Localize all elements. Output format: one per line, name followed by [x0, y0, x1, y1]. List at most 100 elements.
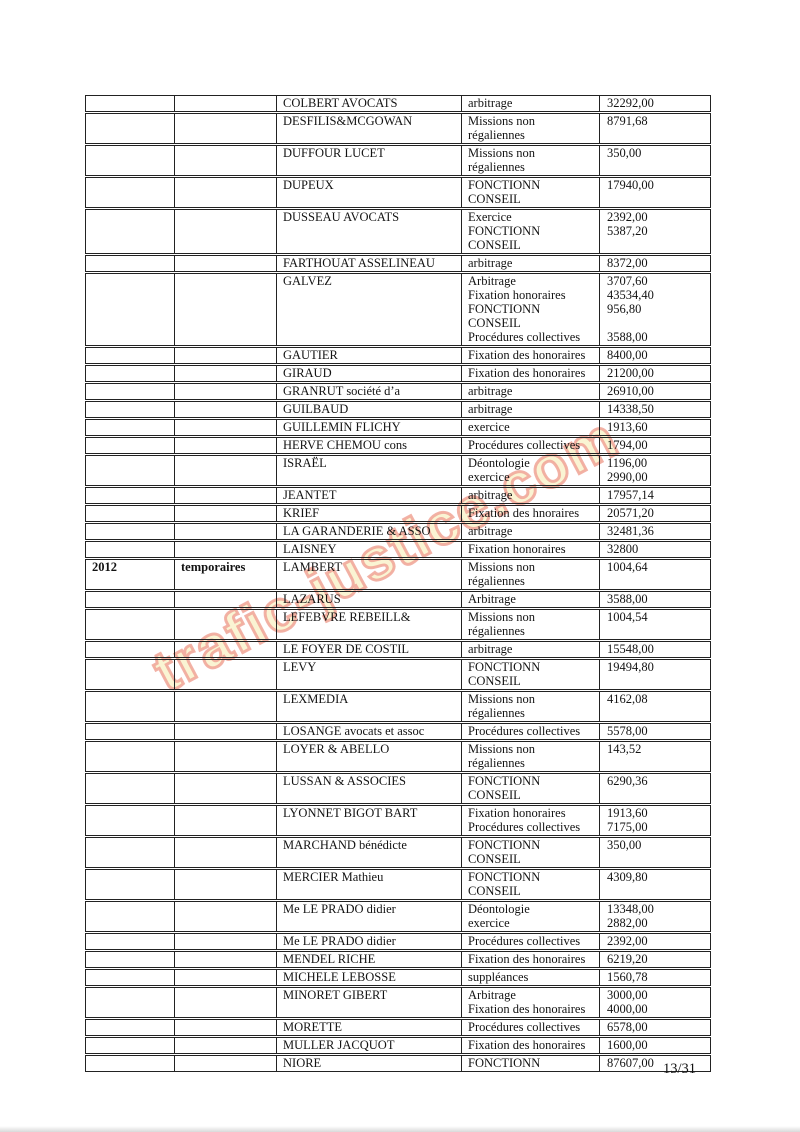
cell-category [175, 524, 277, 539]
table-row: Me LE PRADO didier Déontologie exercice … [85, 901, 711, 932]
cell-category [175, 348, 277, 363]
cell-firm-name: LYONNET BIGOT BART [277, 806, 462, 835]
table-row: LA GARANDERIE & ASSO arbitrage 32481,36 [85, 523, 711, 540]
cell-firm-name: LOSANGE avocats et assoc [277, 724, 462, 739]
cell-firm-name: LAZARUS [277, 592, 462, 607]
cell-year [86, 274, 175, 345]
cell-category [175, 934, 277, 949]
cell-year [86, 660, 175, 689]
cell-year [86, 524, 175, 539]
table-row: LOSANGE avocats et assoc Procédures coll… [85, 723, 711, 740]
cell-mission-type: exercice [462, 420, 600, 435]
cell-firm-name: MARCHAND bénédicte [277, 838, 462, 867]
cell-year [86, 642, 175, 657]
table-row: HERVE CHEMOU cons Procédures collectives… [85, 437, 711, 454]
cell-year [86, 952, 175, 967]
cell-firm-name: FARTHOUAT ASSELINEAU [277, 256, 462, 271]
cell-year [86, 146, 175, 175]
table-row: DUSSEAU AVOCATS Exercice FONCTIONN CONSE… [85, 209, 711, 254]
cell-category [175, 114, 277, 143]
cell-category [175, 742, 277, 771]
cell-amount: 17940,00 [607, 178, 654, 192]
cell-amount: 8400,00 [607, 348, 648, 362]
cell-mission-type: Déontologie exercice [462, 456, 600, 485]
cell-mission-type: Fixation des honoraires [462, 366, 600, 381]
table-row: MORETTE Procédures collectives 6578,00 [85, 1019, 711, 1036]
cell-category [175, 988, 277, 1017]
cell-amount: 143,52 [607, 742, 642, 756]
cell-year [86, 1038, 175, 1053]
cell-year [86, 592, 175, 607]
cell-amount: 4162,08 [607, 692, 648, 706]
cell-category [175, 952, 277, 967]
table-row: MERCIER Mathieu FONCTIONN CONSEIL 4309,8… [85, 869, 711, 900]
table-row: JEANTET arbitrage 17957,14 [85, 487, 711, 504]
cell-amount: 2392,00 [607, 934, 648, 948]
cell-firm-name: MINORET GIBERT [277, 988, 462, 1017]
cell-amount: 32800 [607, 542, 639, 556]
cell-amount: 19494,80 [607, 660, 654, 674]
cell-firm-name: LE FOYER DE COSTIL [277, 642, 462, 657]
cell-category [175, 1020, 277, 1035]
cell-amount: 1196,00 2990,00 [607, 456, 648, 484]
cell-mission-type: Fixation des honoraires [462, 1038, 600, 1053]
cell-amount: 32292,00 [607, 96, 654, 110]
cell-mission-type: FONCTIONN [462, 1056, 600, 1071]
cell-category [175, 592, 277, 607]
table-row: ISRAËL Déontologie exercice 1196,00 2990… [85, 455, 711, 486]
table-row: MENDEL RICHE Fixation des honoraires 621… [85, 951, 711, 968]
cell-firm-name: Me LE PRADO didier [277, 934, 462, 949]
cell-mission-type: arbitrage [462, 524, 600, 539]
cell-mission-type: arbitrage [462, 96, 600, 111]
table-row: DUPEUX FONCTIONN CONSEIL 17940,00 [85, 177, 711, 208]
cell-amount: 3588,00 [607, 592, 648, 606]
cell-firm-name: LA GARANDERIE & ASSO [277, 524, 462, 539]
cell-year [86, 256, 175, 271]
cell-mission-type: Missions non régaliennes [462, 114, 600, 143]
cell-amount: 3000,00 4000,00 [607, 988, 648, 1016]
cell-amount: 1600,00 [607, 1038, 648, 1052]
cell-year [86, 348, 175, 363]
cell-firm-name: GAUTIER [277, 348, 462, 363]
cell-amount: 4309,80 [607, 870, 648, 884]
cell-firm-name: GIRAUD [277, 366, 462, 381]
cell-category [175, 870, 277, 899]
cell-amount: 1913,60 [607, 420, 648, 434]
cell-firm-name: LEFEBVRE REBEILL& [277, 610, 462, 639]
table-row: GAUTIER Fixation des honoraires 8400,00 [85, 347, 711, 364]
cell-year [86, 366, 175, 381]
payments-table: COLBERT AVOCATS arbitrage 32292,00 DESFI… [85, 95, 711, 1073]
table-row: MULLER JACQUOT Fixation des honoraires 1… [85, 1037, 711, 1054]
cell-category [175, 420, 277, 435]
cell-amount: 14338,50 [607, 402, 654, 416]
table-row: GUILBAUD arbitrage 14338,50 [85, 401, 711, 418]
cell-category [175, 146, 277, 175]
cell-year [86, 806, 175, 835]
cell-mission-type: Missions non régaliennes [462, 692, 600, 721]
table-row: MICHELE LEBOSSE suppléances 1560,78 [85, 969, 711, 986]
cell-firm-name: LAISNEY [277, 542, 462, 557]
cell-year [86, 934, 175, 949]
cell-mission-type: suppléances [462, 970, 600, 985]
cell-mission-type: Fixation des hnoraires [462, 506, 600, 521]
cell-category [175, 692, 277, 721]
cell-mission-type: FONCTIONN CONSEIL [462, 838, 600, 867]
table-row: LAISNEY Fixation honoraires 32800 [85, 541, 711, 558]
cell-year [86, 210, 175, 253]
cell-mission-type: Arbitrage Fixation des honoraires [462, 988, 600, 1017]
cell-firm-name: MERCIER Mathieu [277, 870, 462, 899]
cell-category [175, 642, 277, 657]
cell-amount: 15548,00 [607, 642, 654, 656]
page-number: 13/31 [663, 1061, 697, 1077]
cell-mission-type: arbitrage [462, 488, 600, 503]
cell-mission-type: FONCTIONN CONSEIL [462, 774, 600, 803]
cell-amount: 1794,00 [607, 438, 648, 452]
cell-category [175, 402, 277, 417]
cell-category [175, 724, 277, 739]
cell-category [175, 438, 277, 453]
cell-firm-name: DUFFOUR LUCET [277, 146, 462, 175]
cell-year [86, 724, 175, 739]
table-row: LOYER & ABELLO Missions non régaliennes … [85, 741, 711, 772]
cell-mission-type: Procédures collectives [462, 724, 600, 739]
